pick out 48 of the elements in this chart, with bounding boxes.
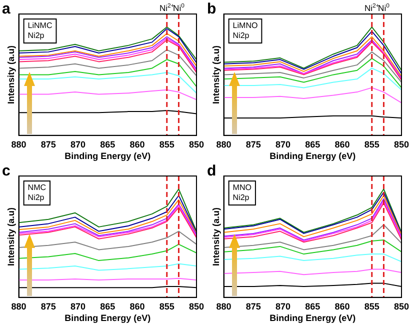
x-tick-label: 865 — [305, 301, 320, 312]
y-axis-title: Intensity (a.u) — [6, 45, 16, 104]
x-tick-label: 860 — [130, 301, 145, 312]
x-tick-label: 865 — [100, 301, 116, 312]
annotation: NMC — [28, 183, 46, 192]
y-axis-title: Intensity (a.u) — [210, 207, 221, 266]
x-tick-label: 880 — [11, 301, 26, 312]
x-tick-label: 860 — [334, 139, 350, 150]
annotation: Ni2p — [232, 31, 250, 40]
x-tick-label: 865 — [305, 139, 320, 150]
x-tick-label: 870 — [276, 139, 291, 150]
x-axis-title: Binding Energy (eV) — [270, 151, 356, 162]
annotation: LiNMC — [28, 21, 52, 30]
x-tick-label: 860 — [334, 301, 350, 312]
x-tick-label: 870 — [70, 301, 86, 312]
x-tick-label: 855 — [364, 139, 380, 150]
annotation: Ni2p — [28, 193, 45, 202]
chart-title: c — [2, 162, 10, 180]
x-tick-label: 880 — [216, 301, 232, 312]
chart-title: d — [207, 162, 216, 180]
x-tick-label: 875 — [40, 301, 56, 312]
y-axis-title: Intensity (a.u) — [6, 207, 16, 266]
x-axis-title: Binding Energy (eV) — [64, 313, 151, 324]
x-tick-label: 870 — [70, 139, 86, 150]
x-tick-label: 850 — [394, 139, 410, 150]
chart-title: b — [207, 0, 216, 18]
x-tick-label: 875 — [246, 139, 261, 150]
x-tick-label: 850 — [394, 301, 410, 312]
x-tick-label: 850 — [188, 301, 204, 312]
x-tick-label: 870 — [276, 301, 291, 312]
x-tick-label: 855 — [159, 301, 174, 312]
x-tick-label: 850 — [188, 139, 204, 150]
x-tick-label: 855 — [364, 301, 380, 312]
x-tick-label: 865 — [100, 139, 116, 150]
annotation: MNO — [232, 183, 252, 192]
x-axis-title: Binding Energy (eV) — [64, 151, 151, 162]
x-tick-label: 855 — [159, 139, 174, 150]
annotation: Ni2p — [232, 193, 250, 202]
x-tick-label: 880 — [11, 139, 26, 150]
annotation: Ni2p — [28, 31, 45, 40]
x-tick-label: 880 — [216, 139, 232, 150]
x-axis-title: Binding Energy (eV) — [270, 313, 356, 324]
y-axis-title: Intensity (a.u) — [210, 45, 221, 104]
x-tick-label: 860 — [130, 139, 145, 150]
x-tick-label: 875 — [246, 301, 261, 312]
chart-title: a — [2, 0, 11, 18]
x-tick-label: 875 — [40, 139, 56, 150]
annotation: LiMNO — [232, 21, 258, 30]
